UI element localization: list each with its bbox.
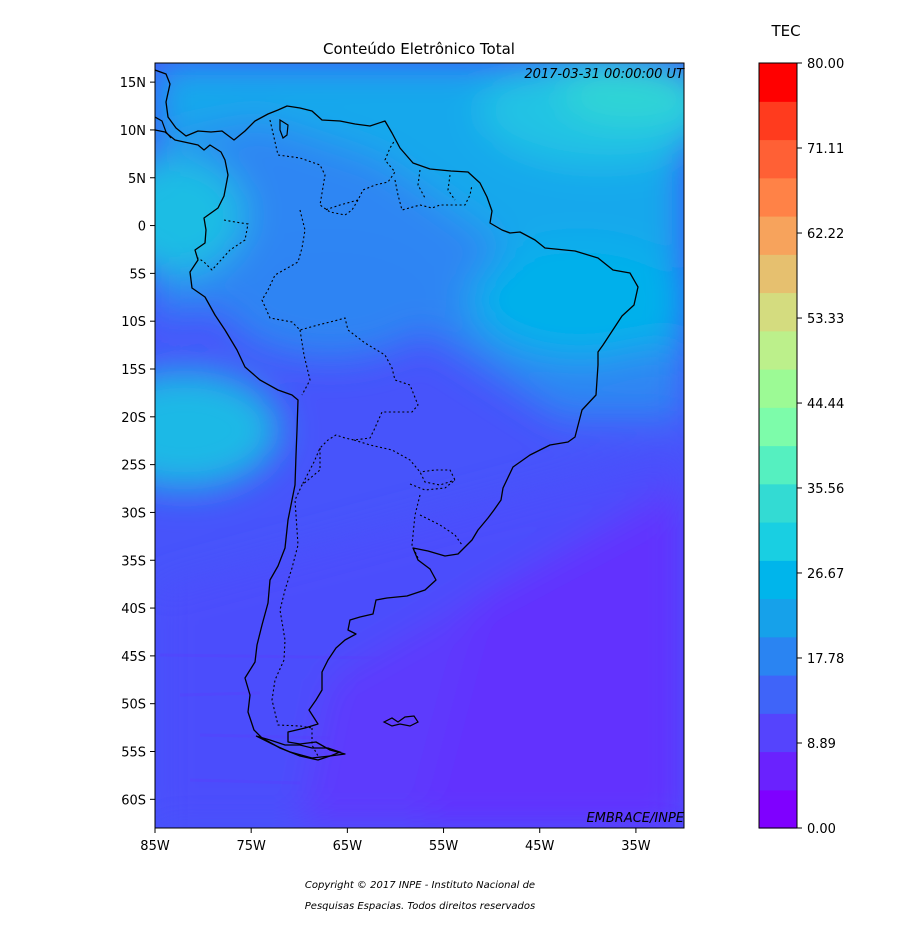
country-borders	[197, 119, 473, 757]
lon-tick-label: 55W	[429, 839, 459, 854]
colorbar-tick-label: 44.44	[807, 397, 844, 412]
lat-tick-label: 25S	[121, 459, 146, 474]
lat-tick-label: 5N	[128, 172, 146, 187]
colorbar-tick-label: 35.56	[807, 482, 844, 497]
tec-field	[155, 63, 684, 828]
map-frame	[154, 62, 685, 829]
colorbar-segment	[759, 177, 797, 217]
lon-tick-label: 35W	[621, 839, 651, 854]
copyright-line-2: Pesquisas Espacias. Todos direitos reser…	[305, 901, 535, 912]
lat-tick-label: 15S	[121, 363, 146, 378]
lat-tick-label: 55S	[121, 746, 146, 761]
lat-tick-label: 45S	[121, 650, 146, 665]
colorbar-tick-label: 26.67	[807, 567, 844, 582]
credit-label: EMBRACE/INPE	[586, 811, 684, 826]
lat-tick-label: 15N	[120, 76, 146, 91]
timestamp-label: 2017-03-31 00:00:00 UT	[524, 67, 685, 82]
colorbar-segment	[759, 598, 797, 638]
colorbar-segment	[759, 292, 797, 332]
colorbar-tick-label: 80.00	[807, 57, 844, 72]
lat-tick-label: 60S	[121, 793, 146, 808]
colorbar-segment	[759, 330, 797, 370]
colorbar-segment	[759, 63, 797, 102]
colorbar-ticks: 80.00 71.11 62.22 53.33 44.44 35.56 26.67 17.78…	[797, 57, 844, 837]
colorbar-segment	[759, 522, 797, 561]
colorbar-segment	[759, 751, 797, 791]
colorbar-label: TEC	[770, 22, 800, 40]
longitude-axis: 85W 75W 65W 55W 45W 35W	[140, 828, 651, 854]
colorbar-segment	[759, 713, 797, 753]
colorbar-tick-label: 71.11	[807, 142, 844, 157]
lat-tick-label: 40S	[121, 602, 146, 617]
colorbar-segment	[759, 560, 797, 600]
lat-tick-label: 10S	[121, 315, 146, 330]
colorbar-segment	[759, 407, 797, 447]
lon-tick-label: 45W	[525, 839, 555, 854]
colorbar-segment	[759, 369, 797, 408]
colorbar-tick-label: 62.22	[807, 227, 844, 242]
colorbar-segment	[759, 675, 797, 714]
lat-tick-label: 5S	[129, 267, 146, 282]
colorbar-segment	[759, 789, 797, 829]
lat-tick-label: 50S	[121, 698, 146, 713]
copyright-line-1: Copyright © 2017 INPE - Instituto Nacion…	[305, 880, 535, 891]
lat-tick-label: 10N	[120, 124, 146, 139]
colorbar-segment	[759, 254, 797, 294]
colorbar-segment	[759, 101, 797, 141]
lon-tick-label: 75W	[236, 839, 266, 854]
colorbar-tick-label: 53.33	[807, 312, 844, 327]
coastline	[155, 69, 639, 761]
colorbar-tick-label: 8.89	[807, 737, 836, 752]
map-title: Conteúdo Eletrônico Total	[323, 40, 515, 58]
colorbar-frame	[758, 62, 798, 829]
lon-tick-label: 65W	[333, 839, 363, 854]
colorbar-segment	[759, 139, 797, 179]
lat-tick-label: 0	[138, 220, 146, 235]
tec-colorbar	[758, 62, 798, 829]
colorbar-segment	[759, 636, 797, 676]
colorbar-tick-label: 0.00	[807, 822, 836, 837]
lat-tick-label: 35S	[121, 554, 146, 569]
colorbar-segment	[759, 216, 797, 255]
colorbar-segment	[759, 445, 797, 485]
colorbar-tick-label: 17.78	[807, 652, 844, 667]
lat-tick-label: 20S	[121, 411, 146, 426]
lon-tick-label: 85W	[140, 839, 170, 854]
colorbar-segment	[759, 483, 797, 523]
latitude-axis: 15N 10N 5N 0 5S 10S 15S 20S 25S 30S 35S 40S 45S 50S 55…	[120, 76, 155, 808]
lat-tick-label: 30S	[121, 506, 146, 521]
